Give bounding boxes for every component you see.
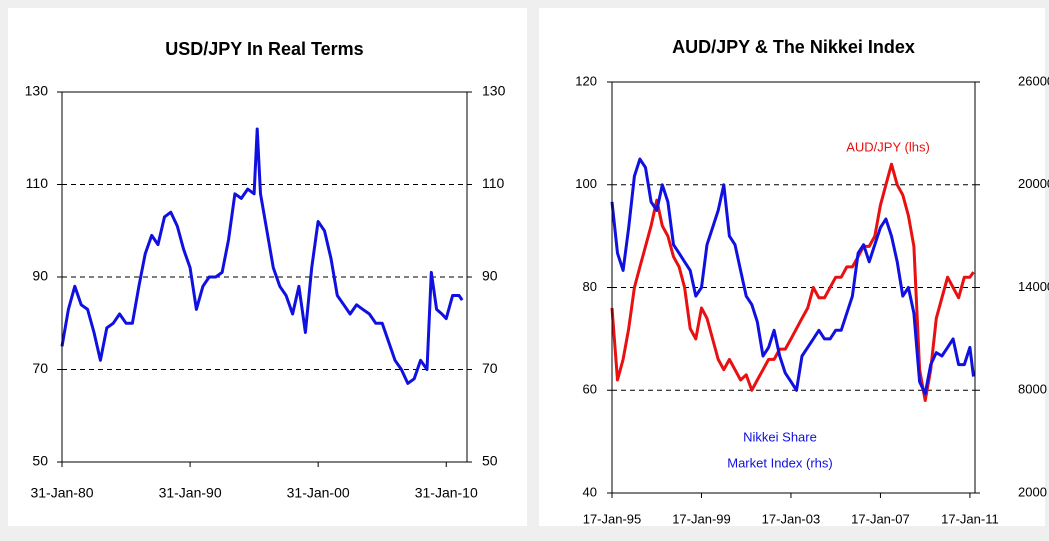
- y2-tick-label: 20000: [1018, 176, 1049, 191]
- x-tick-label: 17-Jan-11: [941, 511, 999, 526]
- y-tick-label: 100: [575, 176, 597, 191]
- y-tick-label: 40: [583, 484, 597, 499]
- y-tick-label: 110: [26, 175, 49, 191]
- x-tick-label: 31-Jan-80: [30, 485, 93, 501]
- y-tick-label: 80: [583, 279, 597, 294]
- x-tick-label: 17-Jan-07: [851, 511, 910, 526]
- annotation: Market Index (rhs): [727, 455, 832, 470]
- panel: [8, 8, 527, 526]
- data-line: [610, 157, 975, 396]
- y2-tick-label: 26000: [1018, 73, 1049, 88]
- y2-tick-label: 90: [482, 268, 498, 284]
- y-tick-label: 50: [32, 453, 48, 469]
- y2-tick-label: 50: [482, 453, 498, 469]
- chart-title: USD/JPY In Real Terms: [165, 39, 363, 59]
- y-tick-label: 90: [32, 268, 48, 284]
- data-line: [610, 162, 975, 402]
- x-tick-label: 17-Jan-03: [762, 511, 821, 526]
- x-tick-label: 31-Jan-10: [415, 485, 478, 501]
- panel: [539, 8, 1045, 526]
- annotation: AUD/JPY (lhs): [846, 139, 930, 154]
- x-tick-label: 17-Jan-95: [583, 511, 642, 526]
- annotation: Nikkei Share: [743, 429, 817, 444]
- plot-frame: [611, 81, 976, 494]
- x-tick-label: 31-Jan-90: [159, 485, 222, 501]
- y-tick-label: 60: [583, 382, 597, 397]
- y2-tick-label: 2000: [1018, 484, 1047, 499]
- y-tick-label: 130: [25, 83, 49, 99]
- y2-tick-label: 70: [482, 360, 498, 376]
- y-tick-label: 70: [32, 360, 48, 376]
- chart-title: AUD/JPY & The Nikkei Index: [672, 37, 915, 57]
- x-tick-label: 17-Jan-99: [672, 511, 731, 526]
- x-tick-label: 31-Jan-00: [287, 485, 350, 501]
- data-line: [60, 127, 464, 385]
- y2-tick-label: 8000: [1018, 382, 1047, 397]
- plot-frame: [61, 91, 468, 463]
- y-tick-label: 120: [575, 73, 597, 88]
- y2-tick-label: 110: [482, 175, 505, 191]
- y2-tick-label: 14000: [1018, 279, 1049, 294]
- y2-tick-label: 130: [482, 83, 506, 99]
